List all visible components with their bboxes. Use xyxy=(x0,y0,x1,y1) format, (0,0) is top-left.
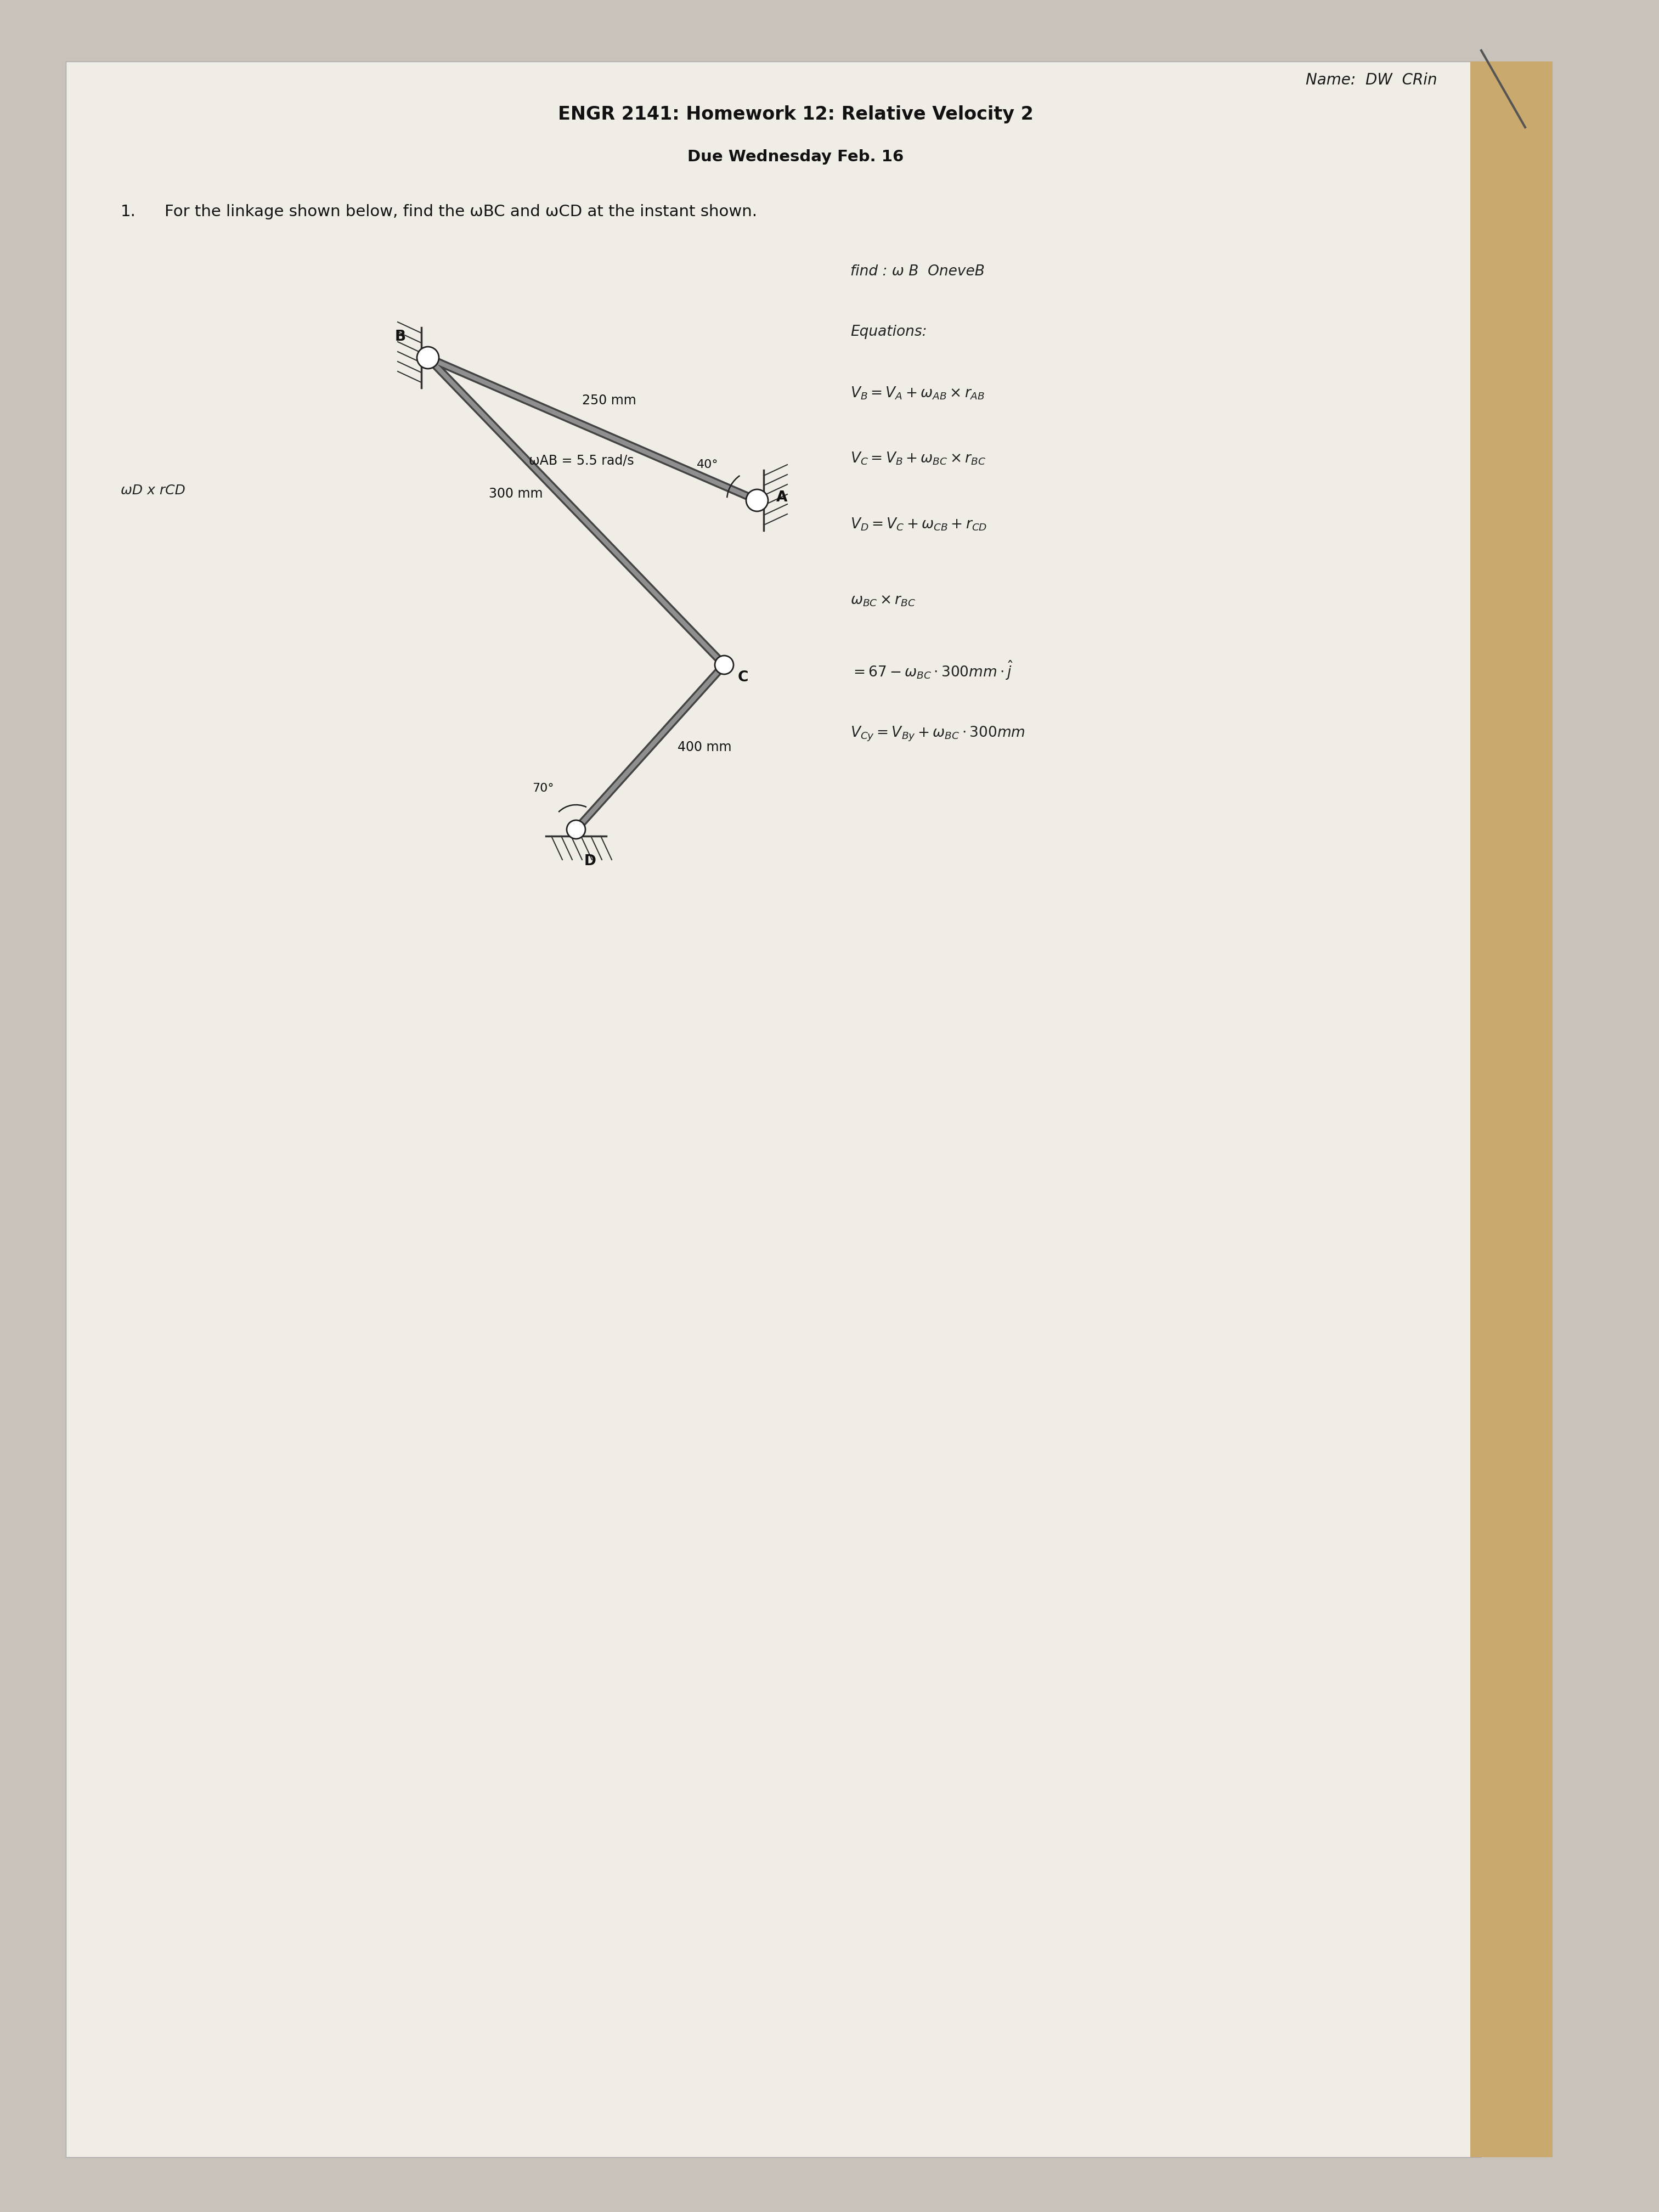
Text: ENGR 2141: Homework 12: Relative Velocity 2: ENGR 2141: Homework 12: Relative Velocit… xyxy=(557,106,1034,124)
Circle shape xyxy=(715,655,733,675)
Text: C: C xyxy=(738,670,748,686)
Text: B: B xyxy=(395,330,406,345)
Text: D: D xyxy=(584,854,596,869)
Text: $V_D = V_C + \omega_{CB} + r_{CD}$: $V_D = V_C + \omega_{CB} + r_{CD}$ xyxy=(851,518,987,533)
Text: 300 mm: 300 mm xyxy=(489,487,542,500)
Text: Name:  DW  CRin: Name: DW CRin xyxy=(1306,73,1437,88)
Text: For the linkage shown below, find the ωBC and ωCD at the instant shown.: For the linkage shown below, find the ωB… xyxy=(164,204,757,219)
Text: $\omega_{BC} \times r_{BC}$: $\omega_{BC} \times r_{BC}$ xyxy=(851,593,916,608)
Text: $V_B = V_A + \omega_{AB} \times r_{AB}$: $V_B = V_A + \omega_{AB} \times r_{AB}$ xyxy=(851,385,985,400)
FancyBboxPatch shape xyxy=(1470,62,1553,2157)
Text: ωAB = 5.5 rad/s: ωAB = 5.5 rad/s xyxy=(529,453,634,467)
Text: Due Wednesday Feb. 16: Due Wednesday Feb. 16 xyxy=(687,148,904,164)
Text: find : ω B  OneveB: find : ω B OneveB xyxy=(851,265,985,279)
Text: ωD x rCD: ωD x rCD xyxy=(121,484,186,498)
Text: 400 mm: 400 mm xyxy=(677,741,732,754)
FancyBboxPatch shape xyxy=(66,62,1481,2157)
Text: A: A xyxy=(776,491,788,504)
Text: Equations:: Equations: xyxy=(851,325,927,338)
Circle shape xyxy=(416,347,440,369)
Circle shape xyxy=(747,489,768,511)
Text: $V_C = V_B + \omega_{BC} \times r_{BC}$: $V_C = V_B + \omega_{BC} \times r_{BC}$ xyxy=(851,451,985,467)
Text: $V_{Cy} = V_{By} + \omega_{BC} \cdot 300mm$: $V_{Cy} = V_{By} + \omega_{BC} \cdot 300… xyxy=(851,726,1025,743)
Text: 70°: 70° xyxy=(533,783,554,794)
Circle shape xyxy=(567,821,586,838)
Text: $= 67 - \omega_{BC} \cdot 300mm \cdot \hat{j}$: $= 67 - \omega_{BC} \cdot 300mm \cdot \h… xyxy=(851,659,1014,681)
Text: 1.: 1. xyxy=(121,204,136,219)
Text: 250 mm: 250 mm xyxy=(582,394,635,407)
Text: 40°: 40° xyxy=(697,460,718,471)
